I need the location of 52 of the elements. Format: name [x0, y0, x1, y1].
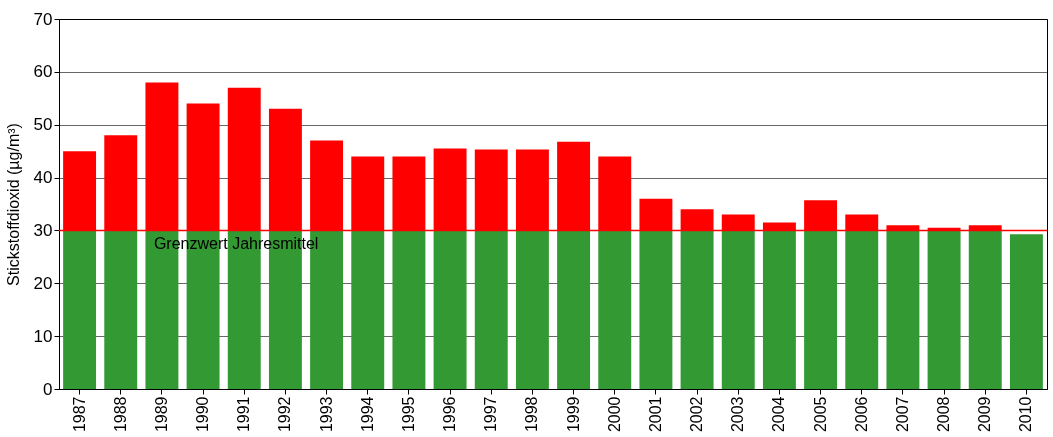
- bar: [639, 230, 673, 389]
- y-tick-label: 0: [43, 379, 53, 399]
- bar: [845, 230, 879, 389]
- bar: [680, 230, 714, 389]
- x-tick-label: 2001: [646, 396, 664, 433]
- bar: [762, 230, 796, 389]
- bar: [392, 230, 426, 389]
- x-tick-label: 2003: [729, 396, 747, 433]
- x-tick-label: 2008: [935, 396, 953, 433]
- y-tick-label: 70: [33, 9, 53, 29]
- y-tick-label: 20: [33, 273, 53, 293]
- bar: [557, 230, 591, 389]
- bar: [104, 230, 138, 389]
- x-tick-label: 2002: [688, 396, 706, 433]
- x-tick-label: 2010: [1017, 396, 1035, 433]
- bar: [598, 230, 632, 389]
- x-tick-label: 2006: [852, 396, 870, 433]
- x-tick-label: 1992: [276, 396, 294, 433]
- bar: [351, 230, 385, 389]
- x-tick-label: 1997: [482, 396, 500, 433]
- bar: [1009, 234, 1043, 389]
- x-tick-label: 1991: [235, 396, 253, 433]
- bar: [804, 230, 838, 389]
- x-tick-label: 2005: [811, 396, 829, 433]
- x-tick-label: 1988: [111, 396, 129, 433]
- y-tick-label: 10: [33, 326, 53, 346]
- x-tick-label: 1993: [317, 396, 335, 433]
- bar: [721, 230, 755, 389]
- y-tick-label: 40: [33, 168, 53, 188]
- x-tick-label: 1999: [564, 396, 582, 433]
- y-tick-label: 60: [33, 62, 53, 82]
- x-tick-label: 2007: [893, 396, 911, 433]
- x-tick-label: 2000: [605, 396, 623, 433]
- bar: [515, 230, 549, 389]
- x-tick-label: 1989: [152, 396, 170, 433]
- y-axis-title: Stickstoffdioxid (µg/m³): [4, 123, 22, 286]
- bar: [63, 230, 97, 389]
- x-tick-label: 1987: [70, 396, 88, 433]
- x-tick-label: 2009: [976, 396, 994, 433]
- x-tick-label: 1996: [441, 396, 459, 433]
- x-tick-label: 1990: [194, 396, 212, 433]
- y-tick-label: 30: [33, 220, 53, 240]
- y-tick-label: 50: [33, 115, 53, 135]
- x-tick-label: 1998: [523, 396, 541, 433]
- bar: [927, 230, 961, 389]
- bar: [968, 230, 1002, 389]
- bar: [886, 230, 920, 389]
- x-tick-label: 1995: [399, 396, 417, 433]
- x-tick-label: 2004: [770, 396, 788, 433]
- x-tick-label: 1994: [358, 396, 376, 433]
- bar: [474, 230, 508, 389]
- bar: [433, 230, 467, 389]
